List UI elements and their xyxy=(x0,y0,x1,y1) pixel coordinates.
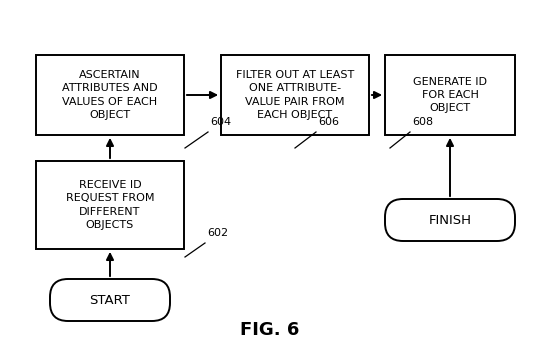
Text: GENERATE ID
FOR EACH
OBJECT: GENERATE ID FOR EACH OBJECT xyxy=(413,77,487,113)
FancyBboxPatch shape xyxy=(36,161,184,249)
Text: 608: 608 xyxy=(412,117,433,127)
FancyBboxPatch shape xyxy=(36,55,184,135)
FancyBboxPatch shape xyxy=(385,55,515,135)
Text: 604: 604 xyxy=(210,117,231,127)
Text: 606: 606 xyxy=(318,117,339,127)
Text: FIG. 6: FIG. 6 xyxy=(240,321,299,339)
FancyBboxPatch shape xyxy=(221,55,369,135)
Text: ASCERTAIN
ATTRIBUTES AND
VALUES OF EACH
OBJECT: ASCERTAIN ATTRIBUTES AND VALUES OF EACH … xyxy=(62,70,158,120)
Text: FINISH: FINISH xyxy=(429,214,472,226)
Text: FILTER OUT AT LEAST
ONE ATTRIBUTE-
VALUE PAIR FROM
EACH OBJECT: FILTER OUT AT LEAST ONE ATTRIBUTE- VALUE… xyxy=(236,70,354,120)
Text: START: START xyxy=(89,294,130,307)
FancyBboxPatch shape xyxy=(385,199,515,241)
Text: RECEIVE ID
REQUEST FROM
DIFFERENT
OBJECTS: RECEIVE ID REQUEST FROM DIFFERENT OBJECT… xyxy=(66,180,154,230)
Text: 602: 602 xyxy=(207,228,228,238)
FancyBboxPatch shape xyxy=(50,279,170,321)
